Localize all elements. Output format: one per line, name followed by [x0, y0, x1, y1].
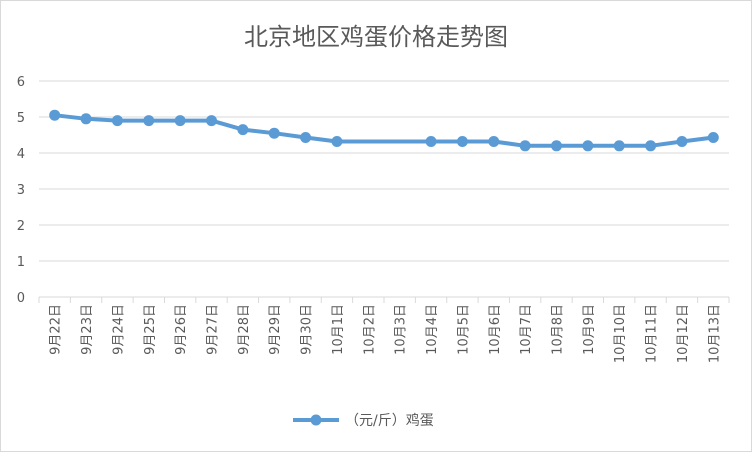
y-tick-label: 4 — [17, 147, 25, 162]
x-axis — [38, 296, 730, 303]
data-point — [268, 127, 280, 139]
chart-title: 北京地区鸡蛋价格走势图 — [244, 23, 508, 51]
data-point — [488, 135, 500, 147]
x-axis-ticks: 9月22日 9月23日 9月24日 9月25日 9月26日 9月27日 9月28日 9月29日… — [49, 304, 723, 363]
x-tick-label: 9月24日 — [111, 304, 126, 355]
grid-lines — [39, 80, 729, 262]
series-group — [49, 109, 719, 152]
y-tick-label: 3 — [17, 183, 25, 198]
data-point — [645, 140, 657, 152]
x-tick-label: 9月28日 — [237, 304, 252, 355]
x-tick-label: 9月29日 — [268, 304, 283, 355]
x-tick-label: 9月25日 — [143, 304, 158, 355]
x-tick-label: 10月9日 — [582, 304, 597, 355]
x-tick-label: 10月5日 — [456, 304, 471, 355]
data-point — [80, 113, 92, 125]
legend: （元/斤）鸡蛋 — [293, 412, 434, 429]
x-tick-label: 9月26日 — [174, 304, 189, 355]
x-tick-label: 9月23日 — [80, 304, 95, 355]
x-tick-label: 10月13日 — [707, 304, 722, 363]
legend-label: （元/斤）鸡蛋 — [345, 412, 434, 429]
x-tick-label: 10月1日 — [331, 304, 346, 355]
data-point — [143, 115, 155, 127]
data-point — [237, 124, 249, 136]
data-point — [331, 135, 343, 147]
legend-dot-marker — [310, 414, 322, 426]
y-tick-label: 0 — [17, 291, 25, 306]
data-point — [174, 115, 186, 127]
data-point — [206, 115, 217, 127]
data-point — [425, 135, 437, 147]
y-tick-label: 2 — [17, 219, 25, 234]
x-tick-label: 9月30日 — [300, 304, 315, 355]
data-point — [49, 109, 61, 121]
data-point — [676, 135, 688, 147]
data-point — [582, 140, 594, 152]
x-tick-label: 10月10日 — [613, 304, 628, 363]
data-point — [613, 140, 625, 152]
x-tick-label: 10月3日 — [394, 304, 409, 355]
y-tick-label: 1 — [17, 255, 25, 270]
y-axis-ticks: 0 1 2 3 4 5 6 — [17, 75, 25, 306]
data-point — [300, 132, 312, 144]
x-tick-label: 10月11日 — [645, 304, 660, 363]
y-tick-label: 6 — [17, 75, 25, 90]
x-tick-label: 10月4日 — [425, 304, 440, 355]
data-point — [456, 135, 468, 147]
data-point — [519, 140, 531, 152]
data-point — [707, 132, 719, 144]
data-point — [551, 140, 562, 152]
x-tick-label: 10月2日 — [362, 304, 377, 355]
data-point — [111, 115, 123, 127]
x-tick-label: 10月12日 — [676, 304, 691, 363]
x-tick-label: 10月7日 — [519, 304, 534, 355]
x-tick-label: 9月27日 — [206, 304, 221, 355]
y-tick-label: 5 — [17, 111, 25, 126]
x-tick-label: 9月22日 — [49, 304, 64, 355]
x-tick-label: 10月6日 — [488, 304, 503, 355]
x-tick-label: 10月8日 — [551, 304, 566, 355]
